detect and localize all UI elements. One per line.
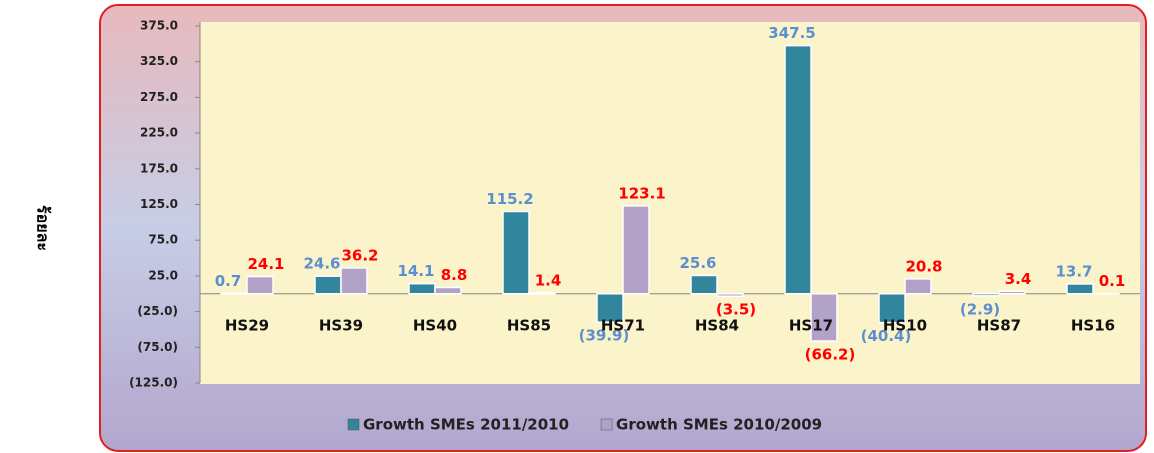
- y-axis-title: ร้อยละ: [34, 205, 53, 251]
- bar: [502, 210, 530, 295]
- y-tick-label: (75.0): [137, 340, 178, 354]
- data-label: 36.2: [341, 246, 378, 264]
- data-label: 8.8: [441, 266, 468, 284]
- data-label: (39.9): [579, 327, 630, 345]
- data-label: (40.4): [861, 327, 912, 345]
- data-label: 13.7: [1055, 262, 1092, 280]
- y-tick-label: (125.0): [129, 376, 178, 390]
- x-tick-label: HS71: [601, 317, 645, 335]
- plot-area: [200, 22, 1140, 384]
- data-label: 0.7: [215, 272, 242, 290]
- data-label: 20.8: [905, 257, 942, 275]
- bar: [314, 275, 342, 295]
- bar: [596, 293, 624, 323]
- legend-swatch: [600, 418, 613, 431]
- data-label: 123.1: [618, 184, 665, 202]
- bar: [810, 293, 838, 342]
- x-tick-label: HS40: [413, 317, 457, 335]
- data-label: (66.2): [805, 346, 856, 364]
- bar: [690, 274, 718, 295]
- y-tick-label: 375.0: [140, 19, 178, 33]
- bar: [784, 44, 812, 295]
- data-label: (2.9): [960, 300, 1000, 318]
- y-tick-label: 75.0: [148, 233, 178, 247]
- data-label: 1.4: [535, 271, 562, 289]
- y-tick-label: 325.0: [140, 54, 178, 68]
- bar: [904, 278, 932, 295]
- bar: [246, 275, 274, 295]
- x-tick-label: HS39: [319, 317, 363, 335]
- bar: [434, 286, 462, 295]
- y-tick-label: 275.0: [140, 90, 178, 104]
- data-label: 25.6: [679, 254, 716, 272]
- bar: [716, 293, 744, 297]
- y-tick-label: 175.0: [140, 161, 178, 175]
- legend-swatch: [347, 418, 360, 431]
- legend-label: Growth SMEs 2010/2009: [616, 416, 822, 434]
- y-tick-label: 125.0: [140, 197, 178, 211]
- bar: [998, 290, 1026, 295]
- x-tick-label: HS10: [883, 317, 927, 335]
- x-tick-label: HS29: [225, 317, 269, 335]
- data-label: (3.5): [716, 301, 756, 319]
- y-tick-label: 25.0: [148, 268, 178, 282]
- data-label: 115.2: [486, 190, 533, 208]
- bar: [408, 282, 436, 295]
- x-tick-label: HS17: [789, 317, 833, 335]
- data-label: 24.1: [247, 255, 284, 273]
- x-tick-label: HS84: [695, 317, 739, 335]
- data-label: 24.6: [303, 255, 340, 273]
- bar: [340, 267, 368, 295]
- x-tick-label: HS16: [1071, 317, 1115, 335]
- x-tick-label: HS85: [507, 317, 551, 335]
- bar: [622, 205, 650, 295]
- x-tick-label: HS87: [977, 317, 1021, 335]
- data-label: 14.1: [397, 262, 434, 280]
- data-label: 347.5: [768, 24, 815, 42]
- y-tick-label: (25.0): [137, 304, 178, 318]
- legend-label: Growth SMEs 2011/2010: [363, 416, 569, 434]
- data-label: 3.4: [1005, 270, 1032, 288]
- bar: [878, 293, 906, 324]
- y-tick-label: 225.0: [140, 126, 178, 140]
- data-label: 0.1: [1099, 272, 1126, 290]
- bar: [1066, 283, 1094, 295]
- bar: [972, 293, 1000, 297]
- bar: [528, 292, 556, 295]
